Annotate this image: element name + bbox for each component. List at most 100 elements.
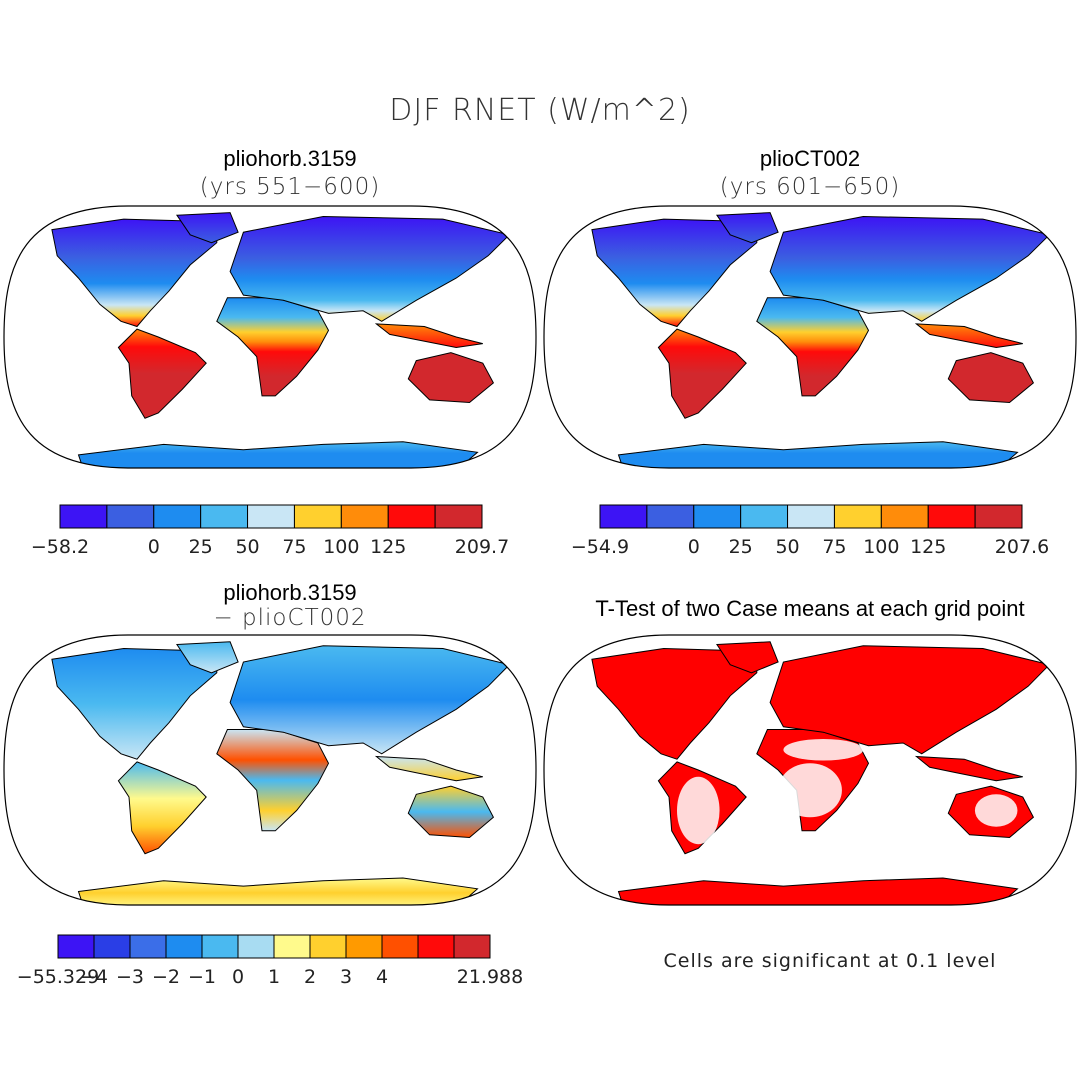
map-tr (591, 212, 1051, 468)
colorbar-tick-label-bl-3: −2 (152, 966, 180, 988)
significance-note: Cells are significant at 0.1 level (663, 950, 997, 972)
landmass-antarctica-bl (77, 877, 479, 905)
map-bl (51, 641, 511, 905)
figure-title: DJF RNET (W/m^2) (389, 93, 691, 128)
landmass-greenland-tr (715, 212, 779, 244)
colorbar-swatch-tr-1 (646, 504, 695, 529)
colorbar-tick-label-bl-10: 21.988 (457, 966, 523, 988)
colorbar-tick-label-bl-2: −3 (116, 966, 144, 988)
landmass-samerica-tr (657, 328, 747, 419)
map-frame-br (543, 634, 1077, 906)
colorbar-swatch-tl-3 (200, 504, 249, 529)
colorbar-swatch-tr-0 (599, 504, 648, 529)
colorbar-tick-label-bl-4: −1 (188, 966, 216, 988)
map-frame-tr (543, 205, 1077, 469)
colorbar-swatch-bl-10 (417, 934, 455, 959)
colorbar-tick-label-bl-6: 1 (268, 966, 280, 988)
colorbar-tick-label-bl-0: −55.329 (17, 966, 99, 988)
nonsignificant-region-0 (778, 763, 842, 818)
colorbar-tick-label-tl-1: 0 (148, 536, 160, 558)
colorbar-tick-label-tl-2: 25 (189, 536, 213, 558)
colorbar-swatch-bl-3 (165, 934, 203, 959)
panel-title-tr: plioCT002 (759, 146, 861, 171)
colorbar-swatch-bl-0 (57, 934, 95, 959)
colorbar-swatch-bl-2 (129, 934, 167, 959)
colorbar-swatch-bl-7 (309, 934, 347, 959)
landmass-africa-bl (216, 729, 330, 832)
nonsignificant-region-2 (783, 738, 864, 761)
colorbar-swatch-tr-4 (787, 504, 835, 529)
colorbar-tick-label-bl-8: 3 (340, 966, 352, 988)
landmass-australia-tl (407, 352, 495, 404)
colorbar-swatch-tl-8 (434, 504, 483, 529)
landmass-samerica-bl (117, 761, 207, 855)
colorbar-tick-label-tr-6: 125 (910, 536, 946, 558)
colorbar-tick-label-bl-7: 2 (304, 966, 316, 988)
colorbar-swatch-tr-2 (693, 504, 742, 529)
panel-subtitle-tl: (yrs 551−600) (199, 174, 381, 200)
colorbar-swatch-tr-3 (740, 504, 789, 529)
map-tl (51, 212, 511, 468)
map-frame-tl (3, 205, 537, 469)
colorbar-swatch-bl-6 (273, 934, 311, 959)
landmass-australia-bl (407, 785, 495, 839)
colorbar-tick-label-tl-4: 75 (282, 536, 306, 558)
landmass-eurasia-tl (229, 215, 511, 322)
colorbar-tick-label-tl-6: 125 (370, 536, 406, 558)
landmass-eurasia-bl (229, 645, 511, 755)
colorbar-tick-label-tr-0: −54.9 (571, 536, 629, 558)
colorbar-swatch-tr-5 (833, 504, 882, 529)
landmass-greenland-br (716, 641, 779, 674)
landmass-indonesia-tr (914, 323, 1023, 349)
colorbar-tick-label-tr-1: 0 (688, 536, 700, 558)
colorbar-swatch-bl-11 (453, 934, 491, 959)
colorbar-swatch-bl-8 (345, 934, 383, 959)
colorbar-swatch-tl-5 (293, 504, 342, 529)
landmass-indonesia-br (914, 755, 1023, 782)
landmass-antarctica-tr (617, 441, 1019, 468)
colorbar-swatch-bl-5 (237, 934, 275, 959)
colorbar-swatch-tl-7 (387, 504, 436, 529)
colorbar-swatch-tr-8 (974, 504, 1023, 529)
colorbar-tick-label-tl-0: −58.2 (31, 536, 89, 558)
colorbar-swatch-bl-1 (93, 934, 131, 959)
colorbar-swatch-tl-6 (340, 504, 389, 529)
panel-subtitle-tr: (yrs 601−650) (719, 174, 901, 200)
colorbar-tick-label-tr-4: 75 (822, 536, 846, 558)
colorbar-swatch-bl-9 (381, 934, 419, 959)
colorbar-swatch-tl-2 (153, 504, 202, 529)
colorbar-tick-label-tl-5: 100 (323, 536, 359, 558)
colorbar-tick-label-bl-5: 0 (232, 966, 244, 988)
landmass-africa-tr (756, 297, 870, 397)
landmass-greenland-bl (176, 641, 239, 674)
landmass-eurasia-br (769, 645, 1051, 755)
colorbar-tick-label-bl-9: 4 (376, 966, 388, 988)
colorbar-tick-label-tr-7: 207.6 (995, 536, 1049, 558)
colorbar-swatch-tl-4 (247, 504, 295, 529)
landmass-greenland-tl (175, 212, 239, 244)
colorbar-tick-label-tl-3: 50 (235, 536, 259, 558)
nonsignificant-region-1 (677, 776, 720, 845)
map-frame-bl (3, 634, 537, 906)
colorbar-tick-label-tr-2: 25 (729, 536, 753, 558)
colorbar-tick-label-tr-3: 50 (775, 536, 799, 558)
colorbar-swatch-tr-6 (880, 504, 929, 529)
landmass-indonesia-bl (374, 755, 483, 782)
panel-title-bl: pliohorb.3159 (223, 580, 357, 605)
map-br (591, 641, 1051, 905)
colorbar-tick-label-tl-7: 209.7 (455, 536, 509, 558)
landmass-samerica-tl (117, 328, 207, 419)
colorbar-swatch-tl-0 (59, 504, 108, 529)
colorbar-swatch-tr-7 (927, 504, 976, 529)
landmass-antarctica-br (617, 877, 1019, 905)
landmass-africa-tl (216, 297, 330, 397)
landmass-indonesia-tl (374, 323, 483, 349)
nonsignificant-region-3 (974, 794, 1018, 827)
colorbar-swatch-tl-1 (106, 504, 155, 529)
colorbar-swatch-bl-4 (201, 934, 239, 959)
colorbar-tick-label-tr-5: 100 (863, 536, 899, 558)
colorbar-tick-label-bl-1: −4 (80, 966, 108, 988)
panel-title-br: T-Test of two Case means at each grid po… (595, 596, 1025, 621)
panel-subtitle-bl: − plioCT002 (213, 605, 367, 631)
